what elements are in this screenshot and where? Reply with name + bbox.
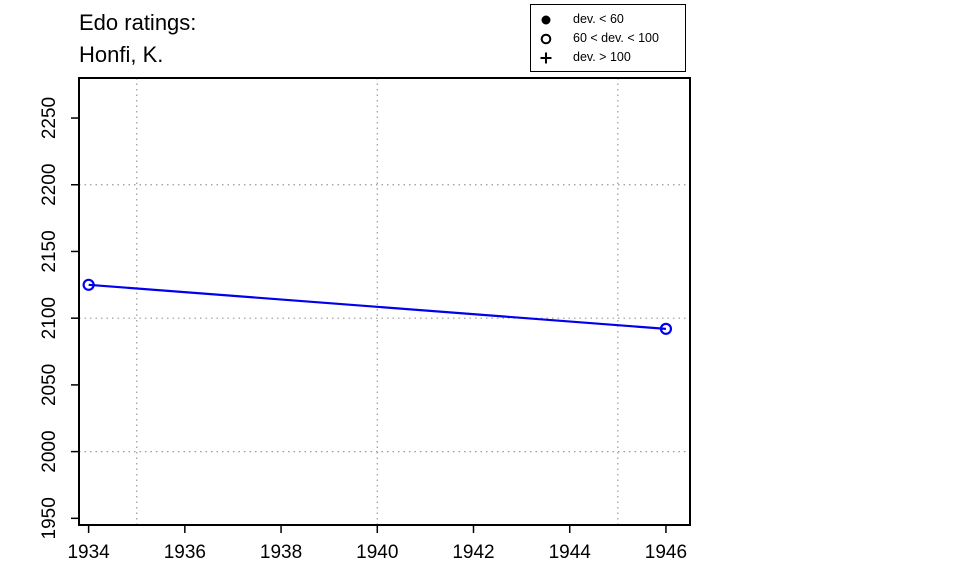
legend-label: 60 < dev. < 100 <box>573 31 659 45</box>
legend-label: dev. > 100 <box>573 50 631 64</box>
legend: dev. < 60 60 < dev. < 100 dev. > 100 <box>530 4 686 72</box>
x-tick-label: 1934 <box>67 542 110 563</box>
y-tick-label: 2200 <box>39 164 60 206</box>
y-tick-label: 2100 <box>39 297 60 339</box>
data-point <box>82 278 95 291</box>
filled-circle-icon <box>541 15 551 25</box>
series-line <box>88 283 667 330</box>
chart-title-line-1: Edo ratings: <box>79 10 197 35</box>
x-tick-label: 1936 <box>164 542 206 563</box>
x-tick-label: 1944 <box>549 542 592 563</box>
x-tick-label: 1938 <box>260 542 302 563</box>
chart-title-line-2: Honfi, K. <box>79 42 164 67</box>
y-tick-label: 2150 <box>39 230 60 272</box>
y-tick-label: 2000 <box>39 430 60 472</box>
legend-entry-low-dev: dev. < 60 <box>531 12 685 28</box>
data-point <box>659 322 673 335</box>
y-tick-label: 2050 <box>39 364 60 406</box>
y-tick-label: 2250 <box>39 97 60 139</box>
x-tick-label: 1942 <box>452 542 494 563</box>
legend-entry-mid-dev: 60 < dev. < 100 <box>531 31 685 47</box>
open-circle-icon <box>540 33 552 45</box>
x-tick-label: 1940 <box>356 542 398 563</box>
plus-icon <box>540 52 552 64</box>
legend-entry-high-dev: dev. > 100 <box>531 50 685 66</box>
plot-frame <box>78 77 691 526</box>
x-tick-label: 1946 <box>645 542 687 563</box>
legend-label: dev. < 60 <box>573 12 624 26</box>
y-tick-label: 1950 <box>39 497 60 539</box>
